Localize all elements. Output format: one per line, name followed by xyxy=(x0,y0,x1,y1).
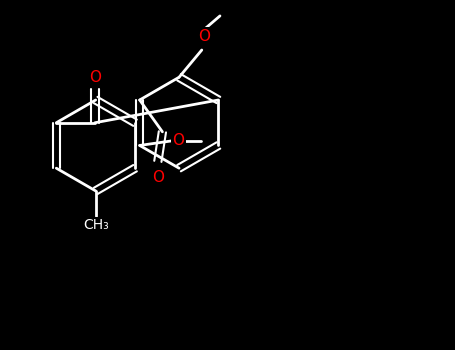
Text: CH₃: CH₃ xyxy=(83,218,109,232)
Text: O: O xyxy=(89,70,101,85)
Text: O: O xyxy=(198,29,210,44)
Text: O: O xyxy=(152,170,164,185)
Text: O: O xyxy=(172,133,184,148)
